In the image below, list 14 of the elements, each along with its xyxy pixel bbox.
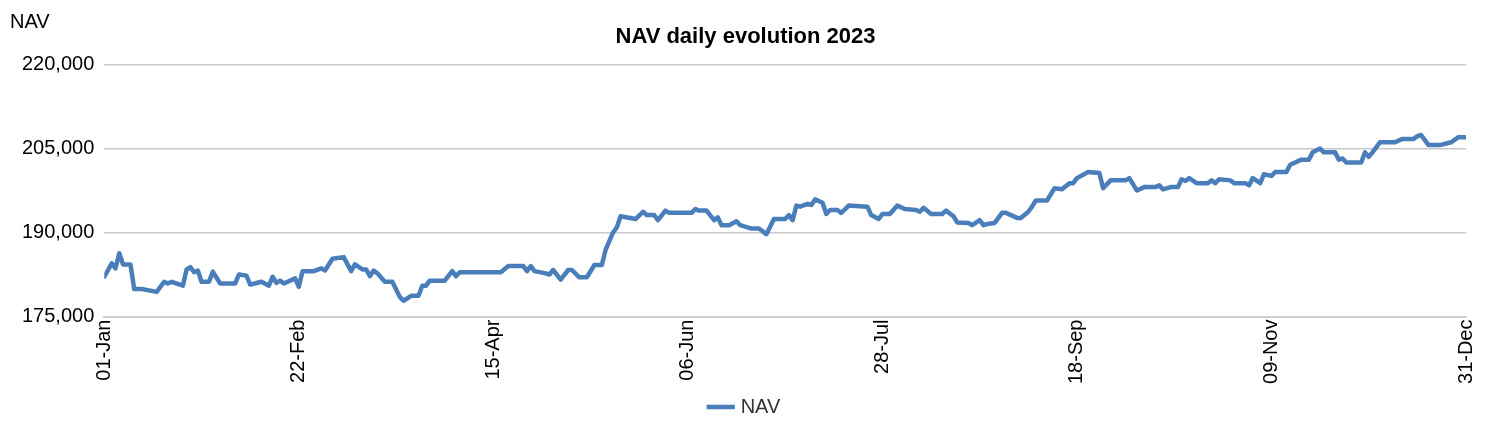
x-tick-label: 31-Dec: [1453, 319, 1476, 384]
x-tick-label: 22-Feb: [286, 319, 309, 383]
x-tick-label: 28-Jul: [869, 319, 892, 374]
x-tick-label: 09-Nov: [1258, 319, 1281, 384]
y-tick-label: 175,000: [22, 304, 95, 327]
legend-label: NAV: [740, 394, 781, 417]
y-tick-label: 205,000: [22, 135, 95, 158]
x-tick-label: 15-Apr: [480, 319, 503, 380]
y-tick-label: 190,000: [22, 219, 95, 242]
x-tick-label: 06-Jun: [675, 319, 698, 381]
y-axis-title: NAV: [10, 9, 51, 32]
chart-title: NAV daily evolution 2023: [615, 23, 876, 49]
y-tick-label: 220,000: [22, 51, 95, 74]
x-tick-label: 18-Sep: [1064, 319, 1087, 385]
